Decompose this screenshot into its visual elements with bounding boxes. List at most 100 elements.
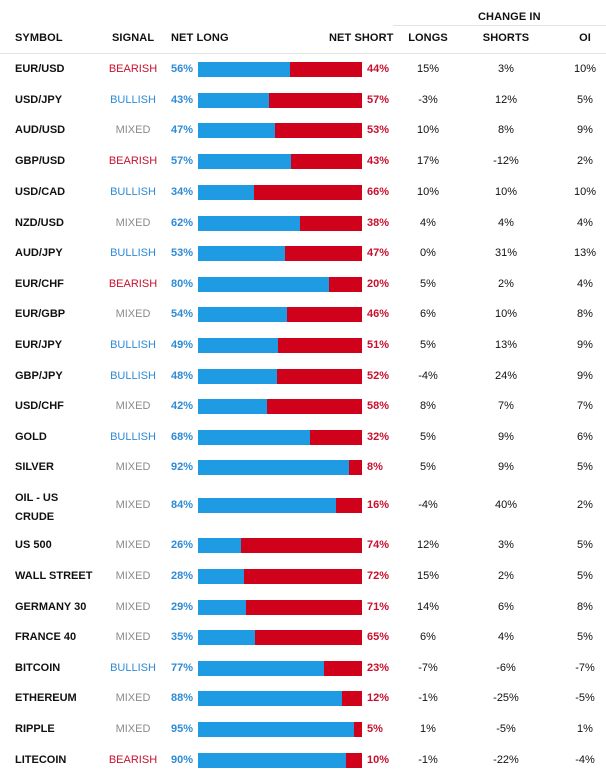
change-oi-value: 13% <box>573 246 597 259</box>
symbol-link[interactable]: US 500 <box>15 538 52 551</box>
symbol-link[interactable]: AUD/JPY <box>15 246 63 259</box>
symbol-link[interactable]: USD/CAD <box>15 185 66 198</box>
sentiment-bar <box>198 599 362 615</box>
symbol-link[interactable]: SILVER <box>15 460 54 473</box>
net-long-fill <box>198 752 346 768</box>
net-long-fill <box>198 497 336 513</box>
symbol-link[interactable]: EUR/CHF <box>15 277 64 290</box>
change-oi-value: 8% <box>577 600 593 613</box>
symbol-link[interactable]: LITECOIN <box>15 753 67 766</box>
change-longs-value: 6% <box>420 630 436 643</box>
change-shorts-value: 31% <box>494 246 518 259</box>
symbol-link[interactable]: EUR/GBP <box>15 307 66 320</box>
symbol-link[interactable]: WALL STREET <box>15 569 93 582</box>
change-shorts-value: -5% <box>496 722 516 735</box>
symbol-link[interactable]: USD/JPY <box>15 93 63 106</box>
change-oi-value: 10% <box>573 185 597 198</box>
net-short-value: 20% <box>367 277 390 290</box>
change-shorts-value: 4% <box>498 216 514 229</box>
net-short-value: 12% <box>367 691 390 704</box>
symbol-link[interactable]: RIPPLE <box>15 722 55 735</box>
change-shorts-value: 13% <box>494 338 518 351</box>
signal-badge: MIXED <box>115 722 151 735</box>
sentiment-bar <box>198 122 362 138</box>
change-shorts-value: 2% <box>498 277 514 290</box>
change-shorts-value: 8% <box>498 123 514 136</box>
change-oi-value: 9% <box>577 123 593 136</box>
symbol-link[interactable]: USD/CHF <box>15 399 64 412</box>
change-oi-value: 5% <box>577 538 593 551</box>
change-shorts-value: 40% <box>494 498 518 511</box>
net-long-fill <box>198 215 300 231</box>
symbol-link[interactable]: FRANCE 40 <box>15 630 77 643</box>
header-net-long[interactable]: NET LONG <box>171 32 229 44</box>
sentiment-bar <box>198 629 362 645</box>
sentiment-bar <box>198 429 362 445</box>
change-longs-value: 15% <box>416 62 440 75</box>
symbol-link[interactable]: OIL - US CRUDE <box>15 492 59 523</box>
net-long-fill <box>198 568 244 584</box>
sentiment-bar <box>198 690 362 706</box>
symbol-link[interactable]: ETHEREUM <box>15 691 77 704</box>
net-long-value: 95% <box>171 722 194 735</box>
net-short-value: 58% <box>367 399 390 412</box>
change-longs-value: -7% <box>418 661 438 674</box>
change-longs-value: 5% <box>420 277 436 290</box>
net-long-value: 35% <box>171 630 194 643</box>
net-long-value: 48% <box>171 369 194 382</box>
signal-badge: BEARISH <box>108 62 158 75</box>
header-net-short[interactable]: NET SHORT <box>329 32 394 44</box>
net-long-fill <box>198 368 277 384</box>
signal-badge: MIXED <box>115 123 151 136</box>
change-longs-value: 5% <box>420 430 436 443</box>
net-short-value: 47% <box>367 246 390 259</box>
net-long-fill <box>198 337 279 353</box>
symbol-link[interactable]: GOLD <box>15 430 47 443</box>
sentiment-bar <box>198 184 362 200</box>
net-long-fill <box>198 721 354 737</box>
change-longs-value: 0% <box>420 246 436 259</box>
header-signal[interactable]: SIGNAL <box>112 32 155 44</box>
symbol-link[interactable]: EUR/USD <box>15 62 65 75</box>
change-longs-value: 4% <box>420 216 436 229</box>
net-long-value: 26% <box>171 538 194 551</box>
change-oi-value: 2% <box>577 154 593 167</box>
change-oi-value: -7% <box>575 661 595 674</box>
net-short-value: 51% <box>367 338 390 351</box>
sentiment-bar <box>198 245 362 261</box>
change-shorts-value: -22% <box>493 753 519 766</box>
change-longs-value: 8% <box>420 399 436 412</box>
change-shorts-value: 4% <box>498 630 514 643</box>
signal-badge: BULLISH <box>110 185 156 198</box>
header-symbol[interactable]: SYMBOL <box>15 32 63 44</box>
symbol-link[interactable]: GBP/JPY <box>15 369 63 382</box>
header-oi[interactable]: OI <box>579 32 591 44</box>
net-long-value: 84% <box>171 498 194 511</box>
header-longs[interactable]: LONGS <box>408 32 448 44</box>
symbol-link[interactable]: NZD/USD <box>15 216 64 229</box>
signal-badge: BULLISH <box>110 338 156 351</box>
signal-badge: MIXED <box>115 600 151 613</box>
net-short-value: 65% <box>367 630 390 643</box>
net-long-fill <box>198 690 343 706</box>
symbol-link[interactable]: AUD/USD <box>15 123 66 136</box>
sentiment-bar <box>198 306 362 322</box>
change-shorts-value: -12% <box>493 154 519 167</box>
symbol-link[interactable]: EUR/JPY <box>15 338 63 351</box>
sentiment-bar <box>198 537 362 553</box>
change-longs-value: 17% <box>416 154 440 167</box>
change-oi-value: 5% <box>577 93 593 106</box>
net-long-fill <box>198 398 267 414</box>
symbol-link[interactable]: GBP/USD <box>15 154 66 167</box>
signal-badge: MIXED <box>115 691 151 704</box>
symbol-link[interactable]: GERMANY 30 <box>15 600 87 613</box>
change-longs-value: -4% <box>418 498 438 511</box>
net-long-fill <box>198 629 256 645</box>
header-shorts[interactable]: SHORTS <box>482 32 530 44</box>
sentiment-bar <box>198 721 362 737</box>
net-short-value: 52% <box>367 369 390 382</box>
net-short-value: 10% <box>367 753 390 766</box>
symbol-link[interactable]: BITCOIN <box>15 661 61 674</box>
change-in-divider <box>393 25 606 26</box>
change-shorts-value: 12% <box>494 93 518 106</box>
